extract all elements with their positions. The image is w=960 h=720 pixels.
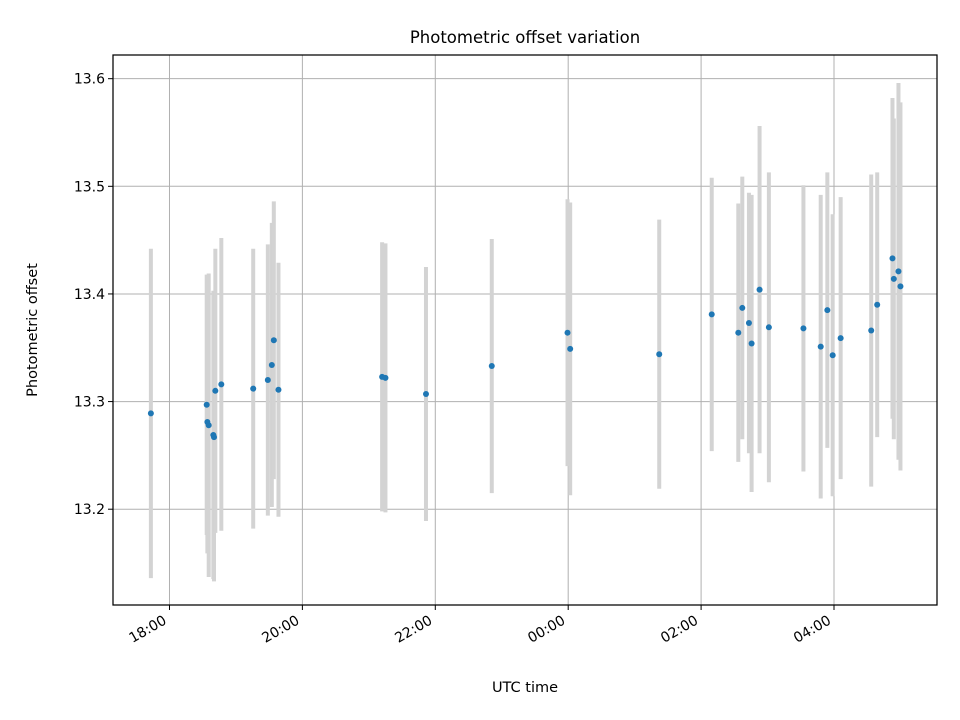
- plot-frame: [112, 54, 938, 606]
- data-point: [218, 381, 225, 388]
- y-tick-label: 13.5: [74, 179, 105, 195]
- data-point: [382, 374, 389, 381]
- y-tick-label: 13.3: [74, 395, 105, 411]
- data-point: [211, 434, 218, 441]
- data-point: [874, 301, 881, 308]
- y-tick-label: 13.2: [74, 502, 105, 518]
- y-axis-label: Photometric offset: [25, 263, 41, 397]
- y-tick-label: 13.6: [74, 72, 105, 88]
- data-point: [212, 387, 219, 394]
- data-point: [868, 327, 875, 334]
- data-point: [564, 329, 571, 336]
- data-point: [270, 337, 277, 344]
- data-point: [488, 363, 495, 370]
- data-point: [275, 386, 282, 393]
- data-point: [264, 377, 271, 384]
- data-point: [837, 335, 844, 342]
- data-point: [817, 343, 824, 350]
- data-point: [897, 283, 904, 290]
- x-axis-label: UTC time: [492, 680, 558, 696]
- data-point: [824, 307, 831, 314]
- data-point: [147, 410, 154, 417]
- data-point: [829, 352, 836, 359]
- chart-title: Photometric offset variation: [410, 28, 640, 47]
- y-tick-label: 13.4: [74, 287, 105, 303]
- data-point: [203, 401, 210, 408]
- data-point: [735, 329, 742, 336]
- data-point: [656, 351, 663, 358]
- data-point: [745, 320, 752, 327]
- data-point: [748, 340, 755, 347]
- data-point: [422, 391, 429, 398]
- data-point: [250, 385, 257, 392]
- plot-area-background: [113, 55, 937, 605]
- data-point: [889, 255, 896, 262]
- data-points: [147, 255, 904, 441]
- data-point: [268, 361, 275, 368]
- grid: [113, 55, 937, 605]
- data-point: [205, 422, 212, 429]
- data-point: [765, 324, 772, 331]
- data-point: [890, 275, 897, 282]
- data-point: [708, 311, 715, 318]
- data-point: [567, 345, 574, 352]
- data-point: [739, 304, 746, 311]
- data-point: [895, 268, 902, 275]
- data-point: [800, 325, 807, 332]
- data-point: [756, 286, 763, 293]
